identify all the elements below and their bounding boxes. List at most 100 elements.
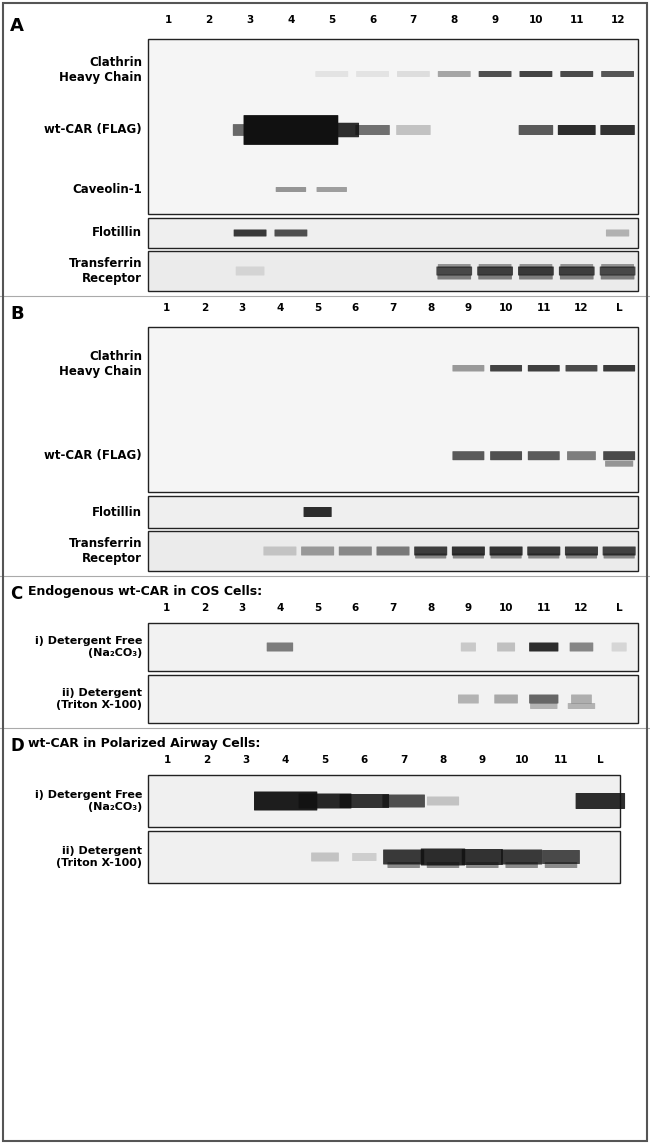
Text: 7: 7 (410, 15, 417, 25)
Text: 11: 11 (554, 755, 568, 765)
FancyBboxPatch shape (352, 853, 376, 861)
FancyBboxPatch shape (605, 461, 633, 467)
FancyBboxPatch shape (566, 554, 597, 558)
Text: 8: 8 (450, 15, 458, 25)
FancyBboxPatch shape (603, 365, 635, 372)
FancyBboxPatch shape (266, 643, 293, 651)
FancyBboxPatch shape (301, 547, 334, 556)
FancyBboxPatch shape (263, 547, 296, 556)
FancyBboxPatch shape (606, 230, 629, 237)
Text: B: B (10, 305, 23, 323)
FancyBboxPatch shape (518, 267, 554, 276)
Bar (148, 251, 638, 291)
Text: 1: 1 (164, 755, 172, 765)
Text: 2: 2 (205, 15, 213, 25)
Text: 7: 7 (389, 603, 396, 613)
FancyBboxPatch shape (489, 547, 523, 556)
FancyBboxPatch shape (519, 125, 553, 135)
FancyBboxPatch shape (528, 365, 560, 372)
Text: 4: 4 (287, 15, 294, 25)
FancyBboxPatch shape (274, 230, 307, 237)
FancyBboxPatch shape (601, 71, 634, 77)
FancyBboxPatch shape (600, 267, 636, 276)
Text: Clathrin
Heavy Chain: Clathrin Heavy Chain (59, 350, 142, 379)
Text: Transferrin
Receptor: Transferrin Receptor (68, 537, 142, 565)
FancyBboxPatch shape (566, 365, 597, 372)
FancyBboxPatch shape (571, 694, 592, 704)
FancyBboxPatch shape (528, 451, 560, 460)
FancyBboxPatch shape (452, 365, 484, 372)
FancyBboxPatch shape (528, 554, 560, 558)
Text: 8: 8 (439, 755, 447, 765)
FancyBboxPatch shape (601, 125, 635, 135)
FancyBboxPatch shape (298, 794, 352, 809)
FancyBboxPatch shape (542, 850, 580, 864)
FancyBboxPatch shape (559, 267, 595, 276)
Text: 5: 5 (314, 603, 321, 613)
Text: 12: 12 (574, 303, 589, 313)
Bar (148, 531, 638, 571)
FancyBboxPatch shape (421, 849, 465, 866)
Bar (148, 623, 638, 672)
Bar (148, 675, 638, 723)
Text: L: L (616, 603, 623, 613)
Text: 9: 9 (491, 15, 499, 25)
FancyBboxPatch shape (387, 861, 420, 868)
Text: 6: 6 (361, 755, 368, 765)
Text: 4: 4 (276, 603, 283, 613)
Text: Flotillin: Flotillin (92, 227, 142, 239)
Text: Flotillin: Flotillin (92, 506, 142, 518)
Text: 11: 11 (569, 15, 584, 25)
Text: 3: 3 (239, 303, 246, 313)
Text: wt-CAR (FLAG): wt-CAR (FLAG) (44, 450, 142, 462)
Text: i) Detergent Free: i) Detergent Free (34, 791, 142, 800)
FancyBboxPatch shape (529, 694, 558, 704)
Text: D: D (10, 737, 24, 755)
FancyBboxPatch shape (339, 547, 372, 556)
FancyBboxPatch shape (438, 71, 471, 77)
Text: wt-CAR (FLAG): wt-CAR (FLAG) (44, 124, 142, 136)
FancyBboxPatch shape (382, 794, 425, 808)
FancyBboxPatch shape (427, 861, 460, 868)
FancyBboxPatch shape (244, 116, 338, 145)
FancyBboxPatch shape (317, 186, 347, 192)
FancyBboxPatch shape (576, 793, 625, 809)
Text: Endogenous wt-CAR in COS Cells:: Endogenous wt-CAR in COS Cells: (28, 585, 262, 598)
Text: (Triton X-100): (Triton X-100) (56, 858, 142, 868)
FancyBboxPatch shape (497, 643, 515, 651)
Text: ii) Detergent: ii) Detergent (62, 688, 142, 698)
FancyBboxPatch shape (519, 71, 552, 77)
FancyBboxPatch shape (452, 547, 485, 556)
Text: 12: 12 (574, 603, 589, 613)
Text: 2: 2 (201, 603, 208, 613)
Text: 5: 5 (328, 15, 335, 25)
FancyBboxPatch shape (339, 794, 389, 808)
FancyBboxPatch shape (356, 125, 390, 135)
FancyBboxPatch shape (452, 451, 484, 460)
Text: A: A (10, 17, 24, 35)
FancyBboxPatch shape (530, 704, 558, 709)
Bar (148, 219, 638, 248)
FancyBboxPatch shape (601, 264, 634, 268)
FancyBboxPatch shape (437, 275, 471, 279)
Text: L: L (616, 303, 623, 313)
FancyBboxPatch shape (490, 365, 522, 372)
Text: C: C (10, 585, 22, 603)
FancyBboxPatch shape (567, 451, 596, 460)
Text: ii) Detergent: ii) Detergent (62, 847, 142, 856)
Text: 9: 9 (465, 603, 472, 613)
Text: Transferrin
Receptor: Transferrin Receptor (68, 257, 142, 285)
Text: 4: 4 (282, 755, 289, 765)
Text: 12: 12 (610, 15, 625, 25)
FancyBboxPatch shape (545, 861, 577, 868)
Text: 1: 1 (163, 303, 170, 313)
FancyBboxPatch shape (466, 861, 499, 868)
FancyBboxPatch shape (494, 694, 518, 704)
FancyBboxPatch shape (436, 267, 472, 276)
Text: 5: 5 (314, 303, 321, 313)
Bar (148, 496, 638, 529)
Bar (148, 774, 620, 827)
FancyBboxPatch shape (529, 643, 558, 651)
Bar (148, 39, 638, 214)
Text: 6: 6 (369, 15, 376, 25)
